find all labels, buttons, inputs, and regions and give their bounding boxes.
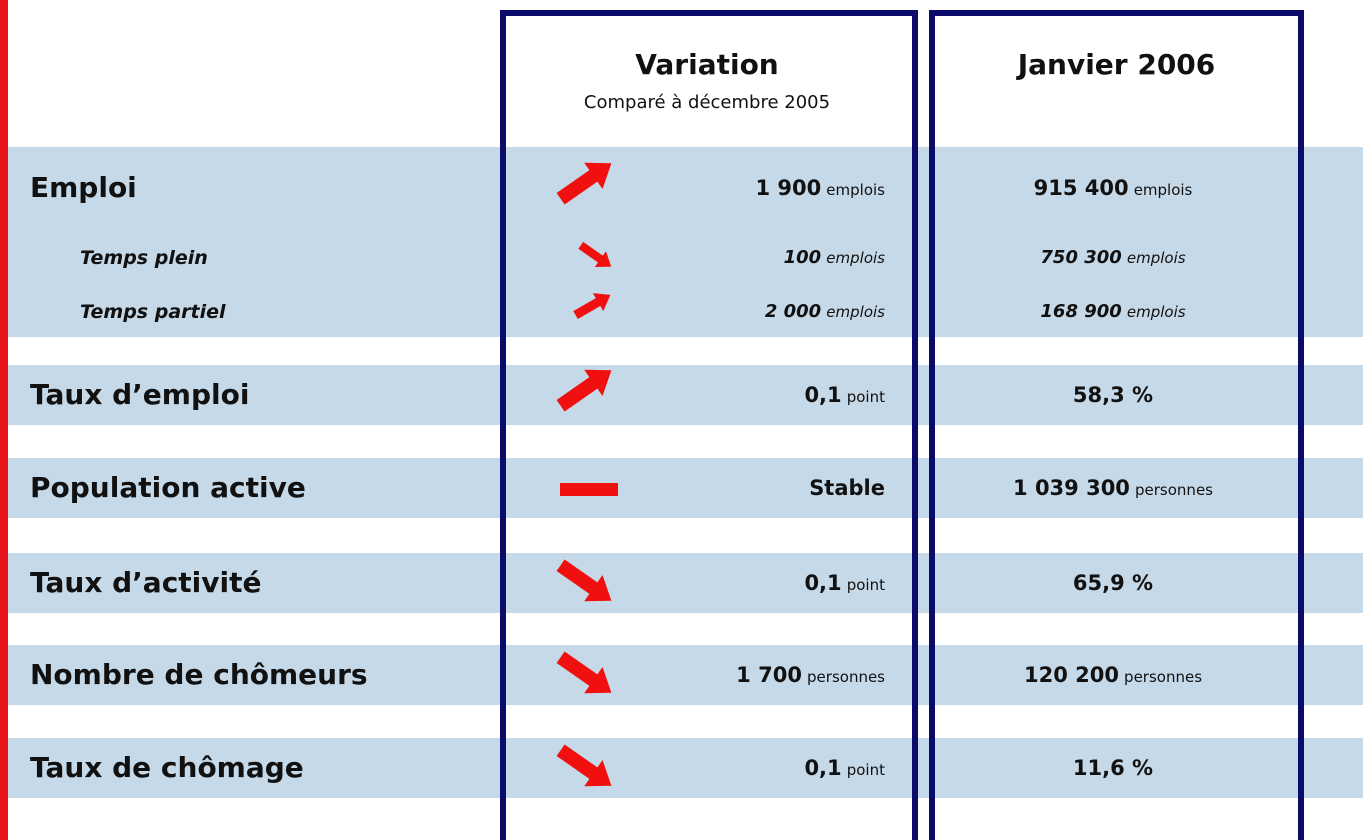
row-band	[8, 645, 1363, 705]
value: 100	[783, 247, 822, 268]
side-bar	[0, 0, 8, 840]
unit: personnes	[1135, 481, 1213, 499]
arrow-down	[551, 552, 621, 614]
row-label: Taux d’activité	[30, 566, 262, 599]
value: 65,9 %	[1072, 571, 1154, 595]
value: 11,6 %	[1072, 756, 1154, 780]
value: 168 900	[1040, 301, 1122, 322]
value: 120 200	[1023, 663, 1119, 687]
value: 1 700	[736, 663, 802, 687]
current-cell: 750 300 emplois	[935, 238, 1291, 278]
variation-cell: 1 900 emplois	[505, 168, 885, 208]
column-title: Variation	[635, 48, 779, 81]
row-band	[8, 738, 1363, 798]
current-cell: 11,6 %	[935, 748, 1291, 788]
variation-cell: 2 000 emplois	[505, 292, 885, 332]
unit: emplois	[1133, 181, 1193, 199]
column-frame	[929, 10, 1304, 840]
arrow-up	[551, 357, 621, 419]
row-label: Temps plein	[80, 247, 208, 269]
value: 0,1	[804, 571, 842, 595]
current-cell: 915 400 emplois	[935, 168, 1291, 208]
variation-cell: 0,1 point	[505, 748, 885, 788]
row-label: Emploi	[30, 171, 137, 204]
unit: emplois	[826, 303, 885, 321]
arrow-down	[551, 644, 621, 706]
unit: point	[846, 576, 885, 594]
row-band	[8, 365, 1363, 425]
unit: emplois	[826, 249, 885, 267]
current-cell: 168 900 emplois	[935, 292, 1291, 332]
current-cell: 58,3 %	[935, 375, 1291, 415]
arrow-down	[551, 737, 621, 799]
row-band	[8, 458, 1363, 518]
unit: point	[846, 388, 885, 406]
variation-cell: 0,1 point	[505, 563, 885, 603]
value: 1 900	[755, 176, 822, 200]
unit: emplois	[1126, 303, 1186, 321]
current-cell: 65,9 %	[935, 563, 1291, 603]
variation-cell: Stable	[505, 468, 885, 508]
arrow-down	[575, 237, 617, 275]
column-title: Janvier 2006	[1017, 48, 1216, 81]
arrow-up	[551, 150, 621, 212]
value: Stable	[809, 476, 885, 500]
row-band	[8, 147, 1363, 337]
unit: point	[846, 761, 885, 779]
current-cell: 120 200 personnes	[935, 655, 1291, 695]
unit: personnes	[807, 668, 885, 686]
value: 0,1	[804, 756, 842, 780]
unit: emplois	[826, 181, 885, 199]
variation-cell: 0,1 point	[505, 375, 885, 415]
arrow-up	[570, 285, 616, 325]
value: 1 039 300	[1013, 476, 1130, 500]
variation-cell: 1 700 personnes	[505, 655, 885, 695]
value: 915 400	[1033, 176, 1129, 200]
value: 0,1	[804, 383, 842, 407]
unit: emplois	[1126, 249, 1186, 267]
variation-cell: 100 emplois	[505, 238, 885, 278]
row-label: Population active	[30, 471, 306, 504]
value: 2 000	[764, 301, 822, 322]
current-cell: 1 039 300 personnes	[935, 468, 1291, 508]
unit: personnes	[1124, 668, 1203, 686]
value: 750 300	[1040, 247, 1122, 268]
column-subtitle: Comparé à décembre 2005	[583, 92, 831, 113]
stable-dash	[560, 483, 618, 496]
row-label: Taux de chômage	[30, 751, 304, 784]
row-label: Temps partiel	[80, 301, 226, 323]
row-band	[8, 553, 1363, 613]
row-label: Taux d’emploi	[30, 378, 250, 411]
column-frame	[500, 10, 918, 840]
row-label: Nombre de chômeurs	[30, 658, 368, 691]
value: 58,3 %	[1072, 383, 1154, 407]
